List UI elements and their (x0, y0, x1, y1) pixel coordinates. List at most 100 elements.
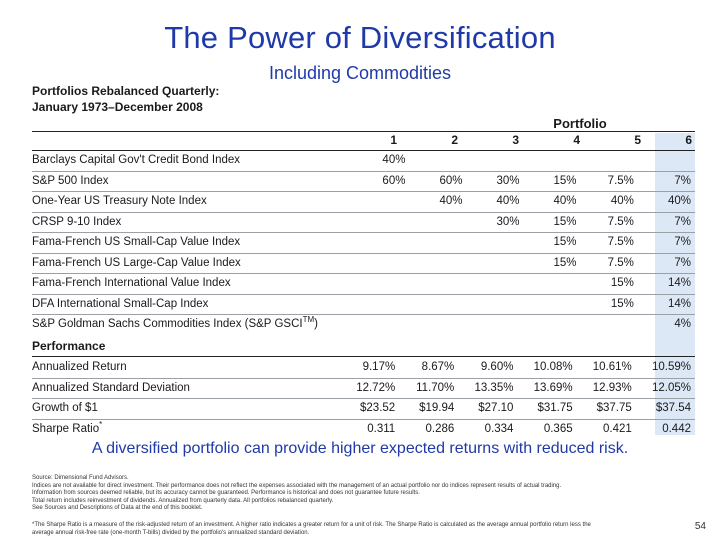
allocation-value-portfolio-3 (466, 232, 524, 253)
performance-value-portfolio-6: 0.442 (635, 418, 695, 439)
allocation-value-portfolio-2 (409, 252, 467, 274)
performance-value-portfolio-3: 9.60% (480, 361, 514, 373)
allocation-value-portfolio-2 (409, 211, 467, 233)
allocation-value-portfolio-6: 14% (637, 273, 695, 294)
allocation-value-portfolio-1: 40% (382, 154, 406, 166)
allocation-value-portfolio-4 (523, 293, 581, 315)
allocation-value-portfolio-2 (409, 273, 467, 294)
allocation-row-label: S&P Goldman Sachs Commodities Index (S&P… (32, 314, 353, 335)
allocation-value-portfolio-3: 40% (466, 191, 524, 212)
allocation-value-portfolio-5 (580, 314, 638, 335)
performance-row: Sharpe Ratio* 0.311 0.286 0.334 0.365 0.421 0.… (32, 418, 695, 439)
allocation-row: S&P 500 Index 60% 60% 30% 15% 7.5% 7% (32, 170, 695, 192)
allocation-value-portfolio-4: 15% (523, 211, 581, 233)
allocation-value-portfolio-1 (352, 273, 410, 294)
portfolio-number-2: 2 (451, 133, 458, 147)
allocation-value-portfolio-6: 7% (637, 232, 695, 253)
performance-value-portfolio-1: 12.72% (340, 377, 400, 399)
allocation-value-portfolio-6: 7% (637, 170, 695, 192)
footnote-line: Indices are not available for direct inv… (32, 482, 562, 489)
performance-value-portfolio-4: $31.75 (517, 398, 577, 419)
callout-text: A diversified portfolio can provide high… (91, 440, 629, 457)
allocation-row: Barclays Capital Gov't Credit Bond Index… (32, 151, 695, 171)
footnotes: Source: Dimensional Fund Advisors. Indice… (32, 475, 692, 537)
allocation-value-portfolio-5: 7.5% (580, 232, 638, 253)
allocation-value-portfolio-1 (352, 252, 410, 274)
allocation-row: Fama-French US Large-Cap Value Index 15% 7… (32, 252, 695, 274)
heading-line-1: Portfolios Rebalanced Quarterly: (32, 84, 220, 98)
header-top-rule (32, 131, 695, 132)
allocation-value-portfolio-4 (523, 273, 581, 294)
allocation-value-portfolio-1: 60% (352, 170, 410, 192)
performance-value-portfolio-1: $23.52 (340, 398, 400, 419)
allocation-value-portfolio-6: 4% (637, 314, 695, 335)
allocation-value-portfolio-1 (352, 314, 410, 335)
allocation-value-portfolio-5: 7.5% (580, 170, 638, 192)
allocation-value-portfolio-2 (409, 314, 467, 335)
header-bottom-rule (32, 150, 695, 151)
portfolio-number-6: 6 (685, 133, 692, 147)
slide-subtitle: Including Commodities (268, 63, 452, 83)
performance-value-portfolio-5: 0.421 (576, 418, 636, 439)
portfolio-number-5: 5 (634, 133, 641, 147)
allocation-row-label: CRSP 9-10 Index (32, 211, 353, 233)
allocation-row-label: Barclays Capital Gov't Credit Bond Index (32, 154, 241, 166)
allocation-value-portfolio-2 (409, 232, 467, 253)
allocation-value-portfolio-6: 14% (637, 293, 695, 315)
allocation-value-portfolio-3 (466, 273, 524, 294)
performance-value-portfolio-4: 0.365 (517, 418, 577, 439)
performance-value-portfolio-1: 0.311 (340, 418, 400, 439)
performance-value-portfolio-1: 9.17% (362, 361, 396, 373)
allocation-value-portfolio-1 (352, 293, 410, 315)
performance-label: Performance (32, 339, 106, 353)
allocation-value-portfolio-3 (466, 314, 524, 335)
allocation-value-portfolio-5: 7.5% (580, 211, 638, 233)
allocation-row-label: Fama-French US Large-Cap Value Index (32, 252, 353, 274)
allocation-value-portfolio-4: 15% (523, 252, 581, 274)
portfolio-number-3: 3 (512, 133, 519, 147)
allocation-value-portfolio-6: 7% (637, 211, 695, 233)
sharpe-footnote-line: average annual risk-free rate (one-month… (32, 529, 310, 536)
allocation-value-portfolio-1 (352, 211, 410, 233)
performance-value-portfolio-2: 0.286 (399, 418, 459, 439)
performance-rule (32, 356, 695, 357)
performance-row-label: Growth of $1 (32, 398, 341, 419)
sharpe-footnote-line: *The Sharpe Ratio is a measure of the ri… (32, 521, 591, 528)
allocation-value-portfolio-5: 7.5% (580, 252, 638, 274)
allocation-value-portfolio-4: 40% (523, 191, 581, 212)
allocation-value-portfolio-2: 60% (409, 170, 467, 192)
allocation-value-portfolio-2: 40% (409, 191, 467, 212)
allocation-value-portfolio-1 (352, 232, 410, 253)
allocation-row: S&P Goldman Sachs Commodities Index (S&P… (32, 314, 695, 335)
allocation-value-portfolio-3 (466, 293, 524, 315)
performance-row-label: Annualized Standard Deviation (32, 377, 341, 399)
allocation-value-portfolio-3 (466, 252, 524, 274)
performance-row-label: Sharpe Ratio* (32, 418, 341, 439)
performance-value-portfolio-6: 12.05% (635, 377, 695, 399)
performance-value-portfolio-5: $37.75 (576, 398, 636, 419)
performance-row-label: Annualized Return (32, 361, 127, 373)
allocation-value-portfolio-4: 15% (523, 232, 581, 253)
portfolio-number-1: 1 (390, 133, 397, 147)
performance-row: Annualized Standard Deviation 12.72% 11.70… (32, 377, 695, 399)
allocation-value-portfolio-6: 40% (637, 191, 695, 212)
performance-value-portfolio-3: 13.35% (458, 377, 518, 399)
performance-value-portfolio-5: 12.93% (576, 377, 636, 399)
allocation-row: DFA International Small-Cap Index 15% 14% (32, 293, 695, 315)
allocation-value-portfolio-6 (638, 151, 695, 171)
allocation-value-portfolio-4: 15% (523, 170, 581, 192)
page-number: 54 (694, 521, 706, 532)
allocation-row: One-Year US Treasury Note Index 40% 40% 40%… (32, 191, 695, 212)
performance-row: Annualized Return 9.17% 8.67% 9.60% 10.08% 10… (32, 358, 695, 378)
performance-value-portfolio-2: 11.70% (399, 377, 459, 399)
allocation-value-portfolio-5: 40% (580, 191, 638, 212)
performance-row: Growth of $1 $23.52 $19.94 $27.10 $31.75 $37.… (32, 398, 695, 419)
footnote-line: Information from sources deemed reliable… (32, 490, 420, 497)
allocation-value-portfolio-3 (466, 151, 523, 171)
footnote-line: Total return includes reinvestment of di… (32, 497, 334, 504)
heading-line-2: January 1973–December 2008 (32, 100, 203, 114)
performance-table: Annualized Return 9.17% 8.67% 9.60% 10.08% 10… (32, 358, 695, 439)
allocation-row: Fama-French International Value Index 15%… (32, 273, 695, 294)
performance-value-portfolio-5: 10.61% (592, 361, 632, 373)
allocation-table: Barclays Capital Gov't Credit Bond Index… (32, 151, 695, 335)
